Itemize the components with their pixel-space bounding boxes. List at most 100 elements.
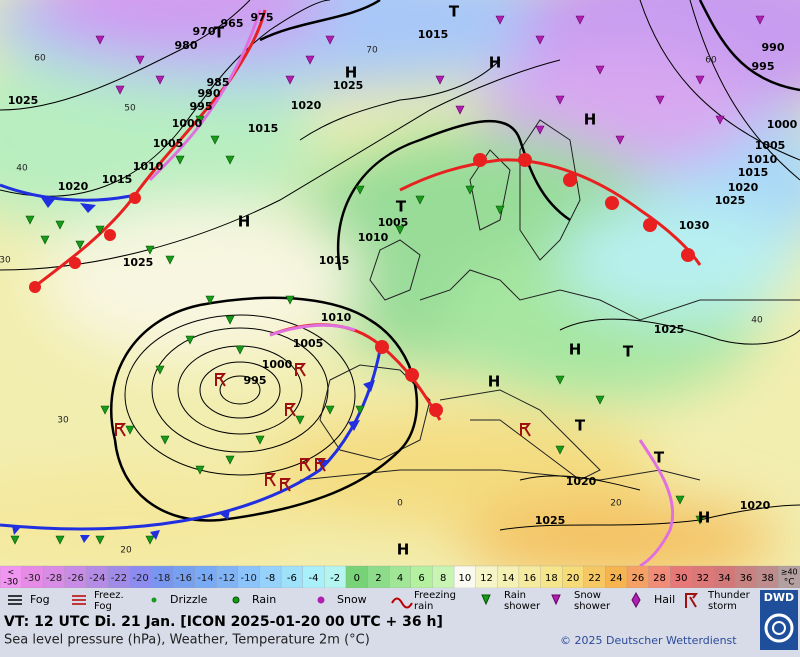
temperature-label: 0 xyxy=(397,499,403,509)
scale-label: ≥40 xyxy=(781,568,798,577)
legend-label: Thunder xyxy=(707,590,751,601)
legend-label: shower xyxy=(574,601,611,612)
isobar-label: 995 xyxy=(190,100,213,113)
scale-label: -30 xyxy=(3,578,18,588)
logo-swirl-inner xyxy=(772,621,786,635)
thunderstorm-symbol xyxy=(265,473,276,487)
legend-icon xyxy=(151,597,157,603)
scale-label: -18 xyxy=(154,573,170,584)
isobar-label: 1015 xyxy=(319,254,350,267)
isobar-label: 1010 xyxy=(133,160,164,173)
legend-icon xyxy=(232,596,240,604)
temperature-label: 20 xyxy=(610,499,622,509)
snow-shower-symbol xyxy=(695,75,705,85)
legend-label: storm xyxy=(708,601,737,612)
snow-shower-symbol xyxy=(655,95,665,105)
scale-label: 32 xyxy=(696,573,709,584)
snow-shower-symbol xyxy=(595,65,605,75)
rain-shower-symbol xyxy=(195,115,205,125)
legend-label: Fog xyxy=(94,601,112,612)
rain-shower-symbol xyxy=(125,425,135,435)
rain-shower-symbol xyxy=(355,185,365,195)
isobar-label: 1025 xyxy=(654,323,685,336)
scale-label: 2 xyxy=(375,573,381,584)
legend-label: rain xyxy=(414,601,433,612)
legend-label: Hail xyxy=(654,593,675,606)
isobar-label: 1005 xyxy=(378,216,409,229)
thunderstorm-symbol xyxy=(295,363,306,377)
isobar-label: 1015 xyxy=(248,122,279,135)
thunderstorm-symbol xyxy=(285,403,296,417)
rain-shower-symbol xyxy=(325,405,335,415)
scale-label: -28 xyxy=(46,573,62,584)
isobar-label: 1010 xyxy=(747,153,778,166)
scale-label: 28 xyxy=(653,573,666,584)
pressure-center: T xyxy=(214,24,225,42)
fronts xyxy=(0,9,702,566)
scale-label: -26 xyxy=(68,573,84,584)
scale-label: 16 xyxy=(523,573,536,584)
isobar-label: 975 xyxy=(251,11,274,24)
rain-shower-symbol xyxy=(355,405,365,415)
snow-shower-symbol xyxy=(155,75,165,85)
isobar-label: 1020 xyxy=(740,499,771,512)
isobar-label: 1015 xyxy=(418,28,449,41)
rain-shower-symbol xyxy=(40,235,50,245)
rain-shower-symbol xyxy=(285,295,295,305)
valid-time: VT: 12 UTC Di. 21 Jan. [ICON 2025-01-20 … xyxy=(4,614,443,630)
snow-shower-symbol xyxy=(325,35,335,45)
legend-icon xyxy=(72,595,86,605)
temperature-label: 30 xyxy=(0,256,11,266)
thunderstorm-symbol xyxy=(115,423,126,437)
isobar-label: 1000 xyxy=(767,118,798,131)
rain-shower-symbol xyxy=(495,205,505,215)
cold-front-symbols xyxy=(12,196,375,543)
pressure-center: T xyxy=(449,3,460,21)
isobar-label: 1010 xyxy=(321,311,352,324)
temperature-field xyxy=(0,0,800,566)
rain-shower-symbol xyxy=(255,435,265,445)
scale-label: -4 xyxy=(309,573,319,584)
rain-shower-symbol xyxy=(95,535,105,545)
pressure-center: H xyxy=(238,213,251,231)
rain-shower-symbol xyxy=(675,495,685,505)
snow-shower-symbol xyxy=(555,95,565,105)
rain-shower-symbol xyxy=(165,255,175,265)
snow-shower-symbol xyxy=(455,105,465,115)
rain-shower-symbol xyxy=(160,435,170,445)
snow-shower-symbol xyxy=(305,55,315,65)
legend-icon xyxy=(391,597,413,609)
isobar-label: 1000 xyxy=(172,117,203,130)
temperature-label: 60 xyxy=(34,54,46,64)
logo-swirl xyxy=(764,613,794,643)
scale-label: -14 xyxy=(197,573,213,584)
isobar-label: 1005 xyxy=(755,139,786,152)
rain-shower-symbol xyxy=(210,135,220,145)
scale-label: 26 xyxy=(631,573,644,584)
snow-shower-symbol xyxy=(435,75,445,85)
pressure-center: H xyxy=(569,341,582,359)
legend-label: Freez. xyxy=(94,590,124,601)
rain-shower-symbol xyxy=(95,225,105,235)
isobar-label: 1005 xyxy=(293,337,324,350)
scale-label: 24 xyxy=(610,573,623,584)
rain-shower-symbol xyxy=(235,345,245,355)
temperature-label: 50 xyxy=(124,104,136,114)
rain-shower-symbol xyxy=(465,185,475,195)
pressure-center: H xyxy=(488,373,501,391)
legend-icon xyxy=(551,594,561,606)
pressure-center: H xyxy=(345,64,358,82)
rain-shower-symbol xyxy=(155,365,165,375)
scale-label: -12 xyxy=(219,573,235,584)
rain-shower-symbol xyxy=(185,335,195,345)
legend-icon xyxy=(481,594,491,606)
legend-label: Rain xyxy=(252,593,276,606)
rain-shower-symbol xyxy=(225,315,235,325)
pressure-center: T xyxy=(575,417,586,435)
rain-shower-symbol xyxy=(55,535,65,545)
isobar-label: 1010 xyxy=(358,231,389,244)
legend-label: Drizzle xyxy=(170,593,208,606)
scale-label: -30 xyxy=(24,573,40,584)
scale-label: -24 xyxy=(89,573,105,584)
